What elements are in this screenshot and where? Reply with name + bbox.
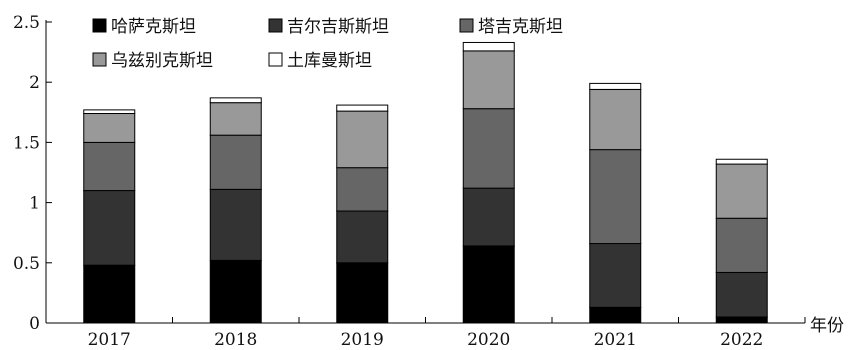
legend-label: 吉尔吉斯斯坦 bbox=[287, 17, 389, 37]
bar-segment bbox=[589, 88, 642, 151]
legend-label: 乌兹别克斯坦 bbox=[111, 51, 213, 71]
x-tick-label: 2017 bbox=[88, 330, 131, 350]
bar-segment bbox=[83, 141, 136, 192]
legend-swatch bbox=[268, 18, 283, 33]
bar-segment bbox=[589, 149, 642, 245]
x-tick-label: 2021 bbox=[594, 330, 637, 350]
bar-segment bbox=[336, 210, 389, 264]
bar-segment bbox=[209, 97, 262, 104]
bar-segment bbox=[715, 163, 768, 219]
y-tick-label: 2.5 bbox=[13, 13, 40, 33]
bar-segment bbox=[589, 243, 642, 308]
bar-segment bbox=[336, 167, 389, 212]
bar-segment bbox=[715, 217, 768, 273]
x-tick-label: 2022 bbox=[720, 330, 763, 350]
bar-segment bbox=[83, 109, 136, 115]
bar-segment bbox=[83, 190, 136, 266]
bar-segment bbox=[83, 264, 136, 324]
bar-segment bbox=[589, 82, 642, 90]
legend-label: 土库曼斯坦 bbox=[287, 51, 372, 71]
bar-segment bbox=[462, 50, 515, 110]
x-axis-label: 年份 bbox=[810, 316, 844, 336]
legend-label: 塔吉克斯坦 bbox=[478, 17, 563, 37]
bar-segment bbox=[715, 316, 768, 324]
axes: 0 0.5 1 1.5 2 2.5 2017 2018 2019 2020 2021 2022 bbox=[13, 13, 806, 350]
legend-label: 哈萨克斯坦 bbox=[111, 17, 196, 37]
bar-segment bbox=[715, 158, 768, 165]
bar-segment bbox=[336, 110, 389, 169]
x-tick-label: 2018 bbox=[214, 330, 257, 350]
y-tick-label: 2 bbox=[29, 73, 40, 93]
bar-segment bbox=[209, 102, 262, 136]
bars bbox=[83, 41, 768, 324]
bar-segment bbox=[209, 188, 262, 261]
bar-segment bbox=[462, 41, 515, 52]
x-tick-label: 2020 bbox=[467, 330, 510, 350]
y-tick-label: 1.5 bbox=[13, 133, 40, 153]
bar-segment bbox=[462, 187, 515, 247]
bar-segment bbox=[83, 113, 136, 143]
bar-segment bbox=[336, 262, 389, 324]
bar-segment bbox=[462, 108, 515, 189]
bar-segment bbox=[715, 271, 768, 318]
bar-segment bbox=[336, 104, 389, 112]
bar-segment bbox=[462, 245, 515, 324]
legend-swatch bbox=[92, 52, 107, 67]
legend-swatch bbox=[92, 18, 107, 33]
y-tick-label: 0 bbox=[29, 314, 40, 334]
y-tick-label: 1 bbox=[29, 194, 40, 214]
legend-swatch bbox=[268, 52, 283, 67]
legend-swatch bbox=[459, 18, 474, 33]
bar-segment bbox=[209, 259, 262, 324]
bar-segment bbox=[589, 306, 642, 324]
x-tick-label: 2019 bbox=[341, 330, 384, 350]
y-tick-label: 0.5 bbox=[13, 254, 40, 274]
bar-segment bbox=[209, 134, 262, 190]
